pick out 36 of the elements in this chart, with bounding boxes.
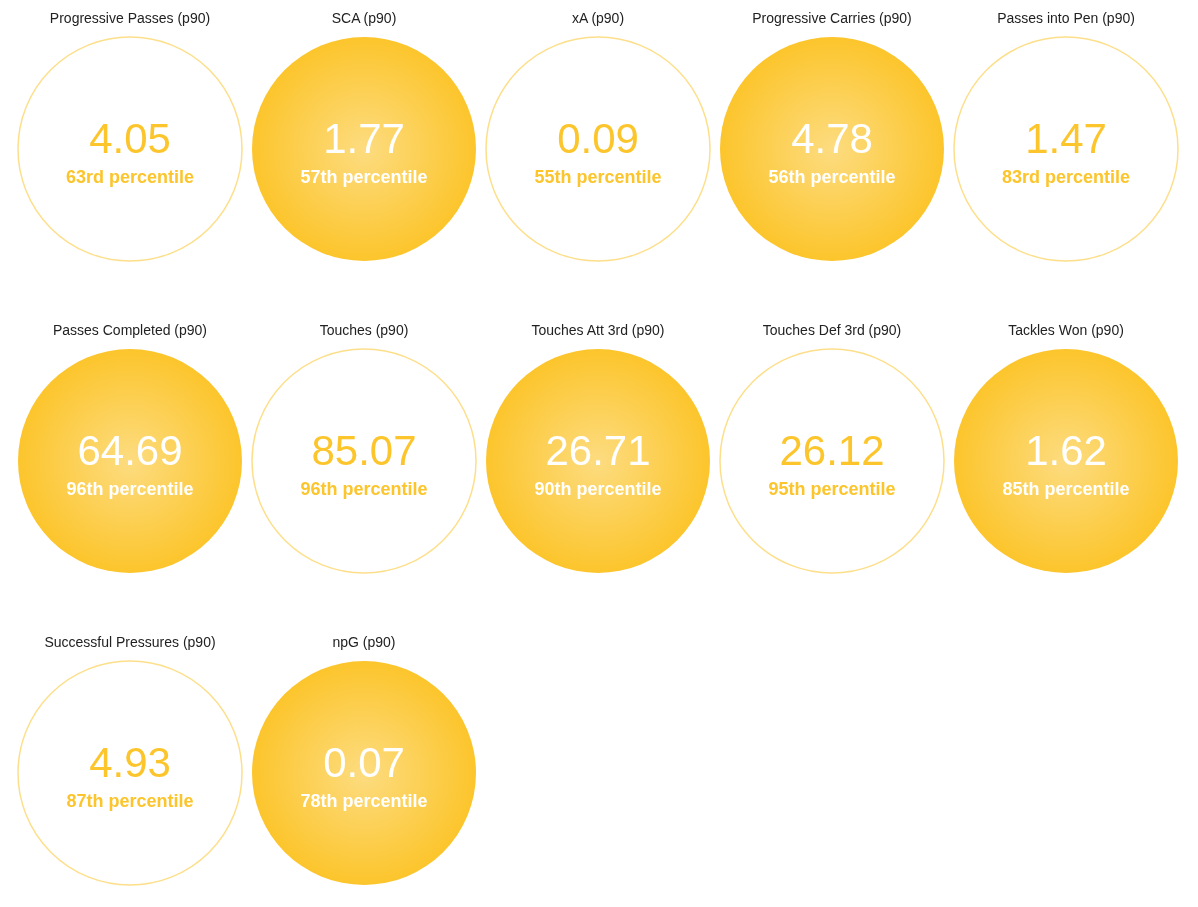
category-label: Touches Def 3rd (p90) [762,322,902,338]
data-label: 87th percentile [66,791,194,811]
data-label: 0.07 [323,739,405,786]
data-label: 26.12 [779,427,885,474]
data-label: 96th percentile [66,479,194,499]
data-label: 57th percentile [300,167,428,187]
data-label: 63rd percentile [65,167,195,187]
category-label: Progressive Passes (p90) [49,10,211,26]
data-label: 55th percentile [534,167,662,187]
data-label: 85th percentile [1002,479,1130,499]
category-label: xA (p90) [571,10,625,26]
category-label: Touches Att 3rd (p90) [531,322,665,338]
data-label: 1.62 [1025,427,1107,474]
data-label: 78th percentile [300,791,428,811]
category-label: npG (p90) [332,634,396,650]
data-label: 0.09 [557,115,639,162]
data-label: 64.69 [77,427,183,474]
category-label: Progressive Carries (p90) [752,10,912,26]
data-label: 56th percentile [768,167,896,187]
data-label: 1.47 [1025,115,1107,162]
data-label: 95th percentile [768,479,896,499]
category-label: Passes into Pen (p90) [997,10,1135,26]
category-label: SCA (p90) [331,10,397,26]
data-label: 4.78 [791,115,873,162]
data-label: 85.07 [311,427,417,474]
data-label: 90th percentile [534,479,662,499]
category-label: Touches (p90) [319,322,409,338]
data-label: 4.05 [89,115,171,162]
data-label: 1.77 [323,115,405,162]
category-label: Passes Completed (p90) [52,322,208,338]
data-label: 96th percentile [300,479,428,499]
data-label: 4.93 [89,739,171,786]
data-label: 26.71 [545,427,651,474]
data-label: 83rd percentile [1001,167,1131,187]
category-label: Successful Pressures (p90) [44,634,216,650]
category-label: Tackles Won (p90) [1008,322,1124,338]
